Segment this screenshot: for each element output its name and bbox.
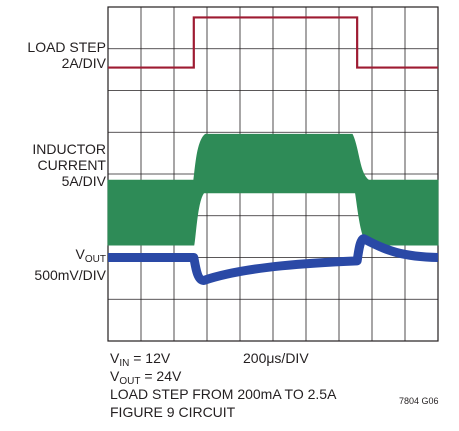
vout-value: = 24V bbox=[140, 368, 182, 384]
load-step-scale: 2A/DIV bbox=[61, 55, 106, 71]
figure-id: 7804 G06 bbox=[399, 396, 439, 406]
time-div-note: 200μs/DIV bbox=[243, 350, 309, 366]
vin-subscript: IN bbox=[119, 358, 130, 369]
vout-note: VOUT = 24V bbox=[110, 368, 182, 387]
vout-trace bbox=[108, 234, 439, 285]
vin-note: VIN = 12V bbox=[110, 350, 171, 369]
vout-subscript: OUT bbox=[84, 254, 106, 265]
inductor-label-line2: CURRENT bbox=[37, 157, 106, 173]
circuit-note: FIGURE 9 CIRCUIT bbox=[110, 404, 236, 420]
scope-frame bbox=[107, 6, 439, 342]
vout-label: VOUT 500mV/DIV bbox=[34, 246, 106, 283]
inductor-scale: 5A/DIV bbox=[61, 173, 106, 189]
vin-value: = 12V bbox=[129, 350, 171, 366]
inductor-current-trace bbox=[107, 133, 439, 246]
load-step-label: LOAD STEP 2A/DIV bbox=[27, 39, 106, 71]
vout-note-subscript: OUT bbox=[119, 376, 141, 387]
load-step-note: LOAD STEP FROM 200mA TO 2.5A bbox=[110, 386, 337, 402]
scope-traces bbox=[107, 16, 439, 285]
inductor-current-label: INDUCTOR CURRENT 5A/DIV bbox=[32, 141, 106, 189]
inductor-label-line1: INDUCTOR bbox=[32, 141, 106, 157]
load-step-name: LOAD STEP bbox=[27, 39, 106, 55]
load-step-trace bbox=[108, 16, 438, 69]
vout-scale: 500mV/DIV bbox=[34, 267, 106, 283]
vout-name: VOUT bbox=[75, 246, 106, 265]
